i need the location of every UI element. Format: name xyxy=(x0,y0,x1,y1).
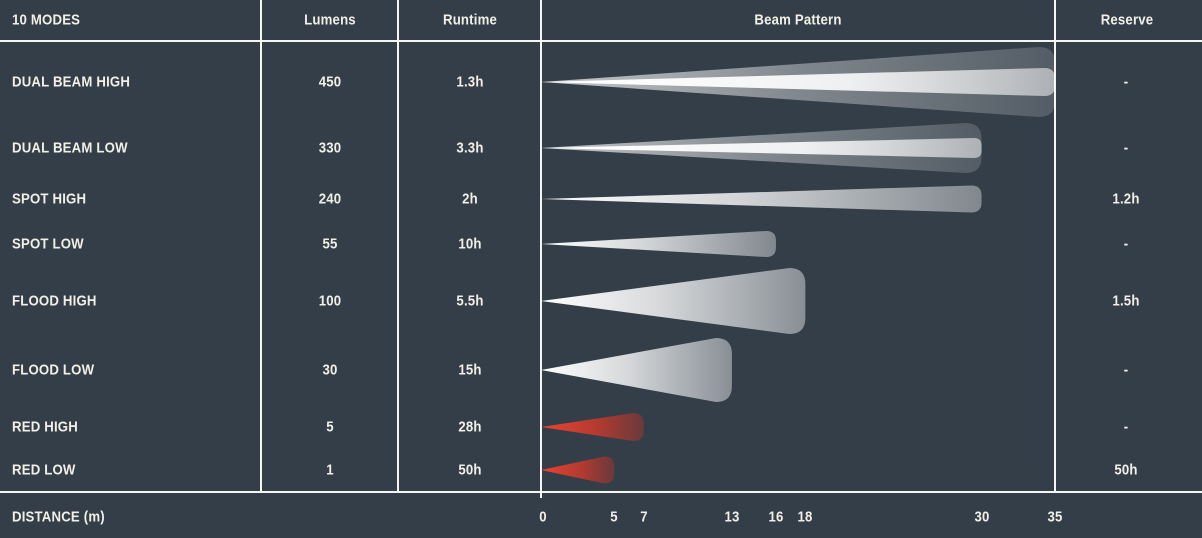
mode-label: FLOOD HIGH xyxy=(12,292,97,310)
lumens-value: 5 xyxy=(326,418,334,436)
runtime-value: 10h xyxy=(458,235,482,253)
mode-label: SPOT LOW xyxy=(12,235,84,253)
beam-wedge-red xyxy=(541,456,615,484)
reserve-value: - xyxy=(1123,139,1129,157)
lumens-value: 30 xyxy=(322,361,338,379)
header-cell-lumens: Lumens xyxy=(304,11,356,29)
mode-label: RED LOW xyxy=(12,461,76,479)
distance-axis-line xyxy=(0,491,1202,493)
column-divider-runtime-beam xyxy=(540,0,542,498)
lumens-value: 100 xyxy=(318,292,342,310)
runtime-value: 15h xyxy=(458,361,482,379)
runtime-value: 3.3h xyxy=(456,139,484,157)
reserve-value: 1.2h xyxy=(1112,190,1140,208)
reserve-value: - xyxy=(1123,73,1129,91)
beam-wedge-inner xyxy=(541,138,982,158)
distance-tick-label: 7 xyxy=(640,508,648,526)
reserve-value: 1.5h xyxy=(1112,292,1140,310)
column-divider-modes-lumens xyxy=(260,0,262,491)
distance-tick-label: 18 xyxy=(797,508,813,526)
reserve-value: - xyxy=(1123,361,1129,379)
beam-wedge-outer xyxy=(541,123,982,173)
beam-wedge-flood xyxy=(541,338,732,402)
beam-wedge-spot xyxy=(541,185,982,213)
reserve-value: - xyxy=(1123,235,1129,253)
column-divider-lumens-runtime xyxy=(397,0,399,491)
mode-label: SPOT HIGH xyxy=(12,190,87,208)
beam-wedge-red xyxy=(541,413,644,441)
lumens-value: 330 xyxy=(318,139,342,157)
lumens-value: 1 xyxy=(326,461,334,479)
lumens-value: 55 xyxy=(322,235,338,253)
lumens-value: 450 xyxy=(318,73,342,91)
distance-tick-label: 35 xyxy=(1047,508,1063,526)
runtime-value: 28h xyxy=(458,418,482,436)
runtime-value: 50h xyxy=(458,461,482,479)
runtime-value: 5.5h xyxy=(456,292,484,310)
distance-tick-label: 30 xyxy=(974,508,990,526)
header-cell-modes: 10 MODES xyxy=(12,11,81,29)
column-divider-beam-reserve xyxy=(1054,0,1056,491)
runtime-value: 1.3h xyxy=(456,73,484,91)
reserve-value: - xyxy=(1123,418,1129,436)
distance-axis-label: DISTANCE (m) xyxy=(12,508,105,526)
runtime-value: 2h xyxy=(462,190,478,208)
distance-tick-label: 16 xyxy=(768,508,784,526)
mode-label: DUAL BEAM LOW xyxy=(12,139,128,157)
distance-tick-label: 0 xyxy=(539,508,547,526)
mode-label: RED HIGH xyxy=(12,418,78,436)
distance-tick-label: 5 xyxy=(610,508,619,526)
header-cell-reserve: Reserve xyxy=(1100,11,1154,29)
header-cell-runtime: Runtime xyxy=(442,11,498,29)
lumens-value: 240 xyxy=(318,190,342,208)
reserve-value: 50h xyxy=(1114,461,1138,479)
beam-wedge-flood xyxy=(541,268,806,334)
header-divider-line xyxy=(0,40,1202,42)
beam-wedge-spot xyxy=(541,231,776,257)
beam-wedge-outer xyxy=(541,47,1055,117)
beam-wedge-inner xyxy=(541,68,1055,96)
mode-label: FLOOD LOW xyxy=(12,361,95,379)
header-cell-beam-pattern: Beam Pattern xyxy=(754,11,842,29)
distance-tick-label: 13 xyxy=(724,508,740,526)
mode-label: DUAL BEAM HIGH xyxy=(12,73,131,91)
